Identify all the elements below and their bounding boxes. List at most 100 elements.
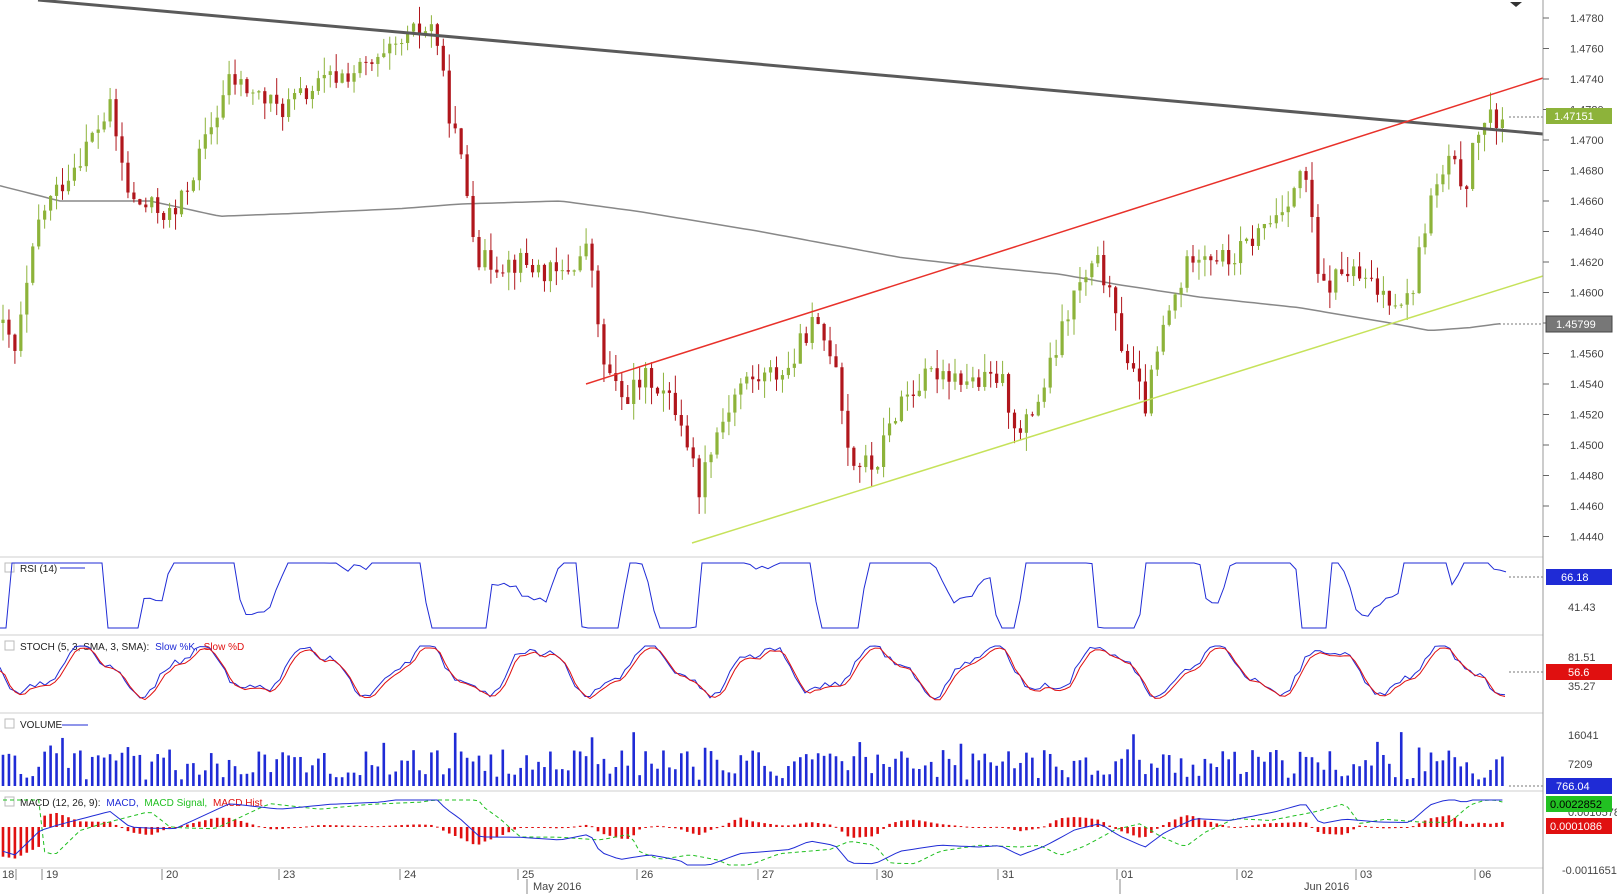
macd-hist-bar: [1007, 827, 1010, 829]
candle-bull: [745, 376, 749, 384]
macd-hist-bar: [799, 823, 802, 827]
candle-bull: [572, 270, 576, 272]
channel-bottom-line[interactable]: [691, 275, 1544, 544]
panel-close-icon[interactable]: [4, 718, 15, 729]
macd-hist-bar: [1102, 822, 1106, 827]
volume-bar: [1423, 771, 1427, 786]
macd-hist-bar: [1001, 827, 1004, 828]
last-price-text: 1.47151: [1554, 111, 1594, 123]
macd-hist-bar: [852, 827, 856, 838]
macd-hist-bar: [85, 821, 88, 827]
volume-bar: [1078, 760, 1082, 786]
date-axis: 18 19 20 23 24 25 26 27 30 31 01 02 03 06: [2, 869, 1491, 881]
macd-line: [2, 799, 1503, 866]
volume-bar: [1417, 747, 1421, 786]
price-tick-label: 1.4480: [1570, 471, 1604, 483]
volume-bar: [1042, 750, 1046, 786]
last-price-tag: [1546, 108, 1612, 124]
month-label-may: May 2016: [533, 881, 581, 893]
volume-bar: [317, 758, 320, 786]
volume-bar: [1465, 762, 1468, 786]
macd-hist-bar: [102, 821, 106, 827]
channel-top-line[interactable]: [585, 77, 1544, 385]
candle-bull: [792, 363, 796, 368]
panel-close-icon[interactable]: [4, 562, 15, 573]
candle-bull: [899, 396, 904, 422]
macd-hist-bar: [1388, 827, 1391, 829]
volume-bar: [1233, 751, 1236, 786]
candle-bear: [1304, 171, 1308, 180]
candle-bear: [959, 373, 963, 385]
volume-bar: [489, 754, 493, 786]
volume-bar: [1286, 777, 1290, 786]
volume-bar: [1441, 760, 1445, 786]
volume-bar: [245, 773, 249, 786]
macd-hist-bar: [561, 827, 564, 829]
candle-bull: [1024, 414, 1028, 433]
macd-hist-bar: [870, 827, 873, 837]
volume-bar: [620, 750, 624, 786]
scroll-arrow-icon[interactable]: [1510, 2, 1522, 7]
candle-bear: [804, 333, 808, 343]
volume-bar: [1489, 769, 1492, 786]
macd-hist-bar: [1251, 825, 1254, 827]
macd-hist-bar: [1245, 826, 1248, 828]
candle-bull: [1399, 304, 1403, 306]
macd-hist-bar: [1352, 827, 1355, 830]
candle-bull: [150, 197, 154, 208]
panel-close-icon[interactable]: [4, 796, 15, 807]
macd-hist-bar: [1322, 827, 1326, 834]
volume-bar: [846, 770, 850, 786]
candle-bear: [1375, 278, 1380, 295]
stoch-value-text: 56.6: [1568, 667, 1589, 679]
candle-bull: [90, 132, 94, 142]
macd-hist-bar: [703, 827, 707, 833]
candlesticks[interactable]: [1, 6, 1504, 514]
macd-value-text: 0.0022852: [1550, 799, 1602, 811]
macd-hist-bar: [1078, 817, 1082, 827]
volume-bar: [251, 772, 255, 786]
candle-bear: [13, 334, 17, 351]
panel-close-icon[interactable]: [4, 640, 15, 651]
macd-hist-bar: [1120, 827, 1123, 832]
macd-value-tag: [1546, 796, 1612, 812]
date-tick-label: 26: [641, 869, 653, 881]
candle-bull: [72, 167, 76, 181]
macd-hist-bar: [537, 827, 540, 828]
candle-bull: [19, 314, 23, 351]
volume-bar: [1102, 774, 1106, 786]
candle-bear: [1346, 273, 1350, 277]
candle-bull: [287, 99, 291, 118]
volume-bar: [388, 774, 392, 786]
macd-hist-bar: [1376, 827, 1379, 828]
volume-bar: [1025, 752, 1028, 786]
trendline-upper-dark[interactable]: [37, 0, 1544, 136]
volume-bar: [257, 751, 261, 786]
volume-bar: [1429, 752, 1433, 786]
date-tick-label: 31: [1002, 869, 1014, 881]
volume-bar: [430, 752, 433, 786]
macd-hist-bar: [1197, 817, 1201, 827]
macd-hist-bar: [525, 827, 528, 828]
volume-bar: [1239, 773, 1242, 786]
candle-bull: [406, 31, 410, 44]
candle-bear: [870, 455, 874, 470]
candle-bull: [1393, 305, 1397, 307]
candle-bull: [780, 375, 785, 380]
volume-bar: [804, 754, 808, 786]
candle-bull: [1179, 287, 1183, 295]
candle-bull: [965, 381, 969, 385]
candle-bear: [1137, 368, 1142, 382]
macd-hist-bar: [221, 817, 225, 827]
candle-bull: [721, 421, 725, 433]
macd-hist-bar: [1328, 827, 1332, 835]
candle-bull: [768, 367, 773, 373]
candle-bear: [757, 379, 761, 382]
volume-bar: [632, 732, 635, 786]
macd-hist-bar: [293, 827, 296, 828]
macd-hist-bar: [7, 827, 11, 858]
volume-bar: [1495, 759, 1498, 786]
candle-bull: [941, 371, 945, 380]
candle-bear: [1227, 250, 1231, 265]
volume-bar: [888, 766, 891, 786]
